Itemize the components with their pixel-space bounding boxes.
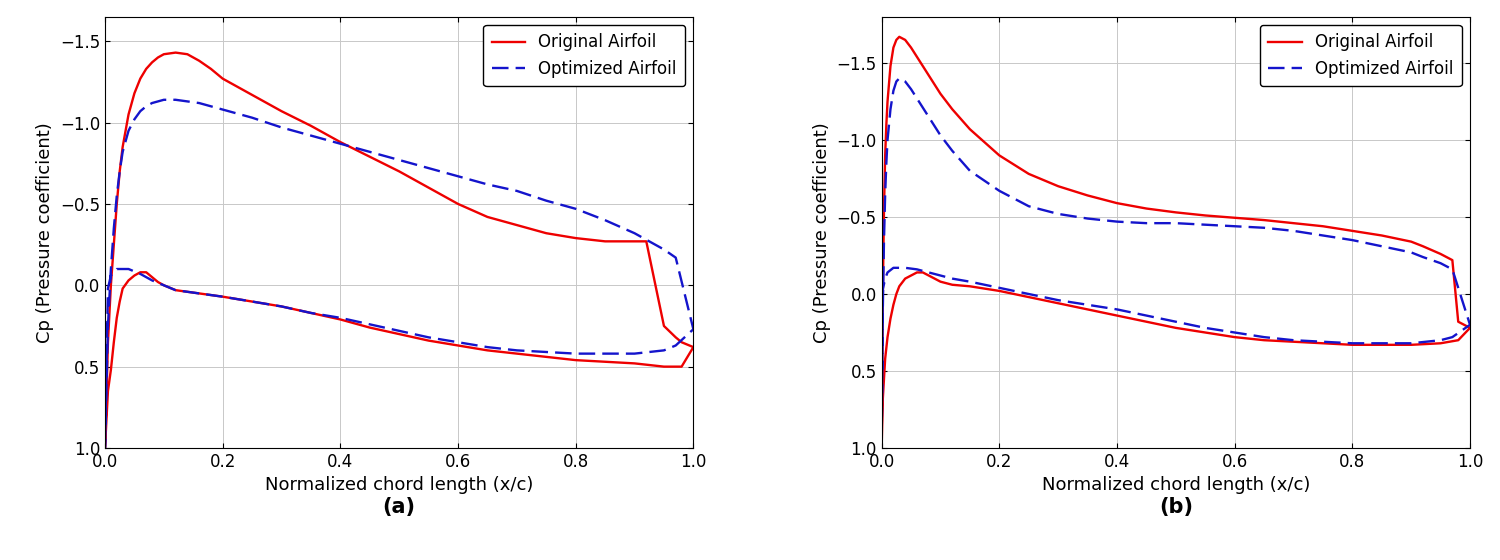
Optimized Airfoil bbox=[1048, 211, 1066, 217]
Original Airfoil bbox=[932, 91, 950, 97]
Original Airfoil bbox=[132, 269, 150, 276]
Original Airfoil bbox=[202, 66, 220, 72]
Original Airfoil bbox=[1372, 342, 1390, 348]
Original Airfoil bbox=[944, 106, 962, 113]
Original Airfoil bbox=[1402, 342, 1420, 348]
Line: Optimized Airfoil: Optimized Airfoil bbox=[882, 78, 1470, 448]
Optimized Airfoil bbox=[1048, 297, 1066, 304]
Optimized Airfoil bbox=[879, 137, 897, 143]
Optimized Airfoil bbox=[154, 96, 172, 103]
Original Airfoil bbox=[142, 274, 160, 281]
Original Airfoil bbox=[873, 445, 891, 451]
Line: Original Airfoil: Original Airfoil bbox=[105, 53, 693, 448]
Original Airfoil bbox=[1167, 209, 1185, 216]
Optimized Airfoil bbox=[96, 445, 114, 451]
Optimized Airfoil bbox=[891, 75, 909, 82]
Optimized Airfoil bbox=[202, 103, 220, 110]
Text: (a): (a) bbox=[382, 497, 416, 517]
X-axis label: Normalized chord length (x/c): Normalized chord length (x/c) bbox=[1041, 477, 1310, 494]
Original Airfoil bbox=[166, 49, 184, 56]
Line: Optimized Airfoil: Optimized Airfoil bbox=[105, 100, 693, 448]
Optimized Airfoil bbox=[120, 265, 138, 272]
Optimized Airfoil bbox=[885, 264, 903, 271]
Original Airfoil bbox=[684, 344, 702, 351]
Line: Original Airfoil: Original Airfoil bbox=[882, 37, 1470, 448]
X-axis label: Normalized chord length (x/c): Normalized chord length (x/c) bbox=[266, 477, 534, 494]
Optimized Airfoil bbox=[111, 168, 129, 175]
Optimized Airfoil bbox=[873, 445, 891, 451]
Original Airfoil bbox=[885, 301, 903, 308]
Original Airfoil bbox=[96, 445, 114, 451]
Optimized Airfoil bbox=[302, 132, 320, 139]
Original Airfoil bbox=[891, 34, 909, 40]
Legend: Original Airfoil, Optimized Airfoil: Original Airfoil, Optimized Airfoil bbox=[1260, 25, 1461, 86]
Original Airfoil bbox=[420, 184, 438, 191]
Optimized Airfoil bbox=[944, 147, 962, 154]
Y-axis label: Cp (Pressure coefficient): Cp (Pressure coefficient) bbox=[36, 122, 54, 343]
Y-axis label: Cp (Pressure coefficient): Cp (Pressure coefficient) bbox=[813, 122, 831, 343]
Optimized Airfoil bbox=[96, 445, 114, 451]
Original Airfoil bbox=[873, 445, 891, 451]
Optimized Airfoil bbox=[1284, 227, 1302, 234]
Legend: Original Airfoil, Optimized Airfoil: Original Airfoil, Optimized Airfoil bbox=[483, 25, 686, 86]
Optimized Airfoil bbox=[537, 197, 555, 204]
Original Airfoil bbox=[114, 285, 132, 292]
Optimized Airfoil bbox=[243, 298, 261, 305]
Original Airfoil bbox=[96, 445, 114, 451]
Optimized Airfoil bbox=[873, 445, 891, 451]
Text: (b): (b) bbox=[1160, 497, 1192, 517]
